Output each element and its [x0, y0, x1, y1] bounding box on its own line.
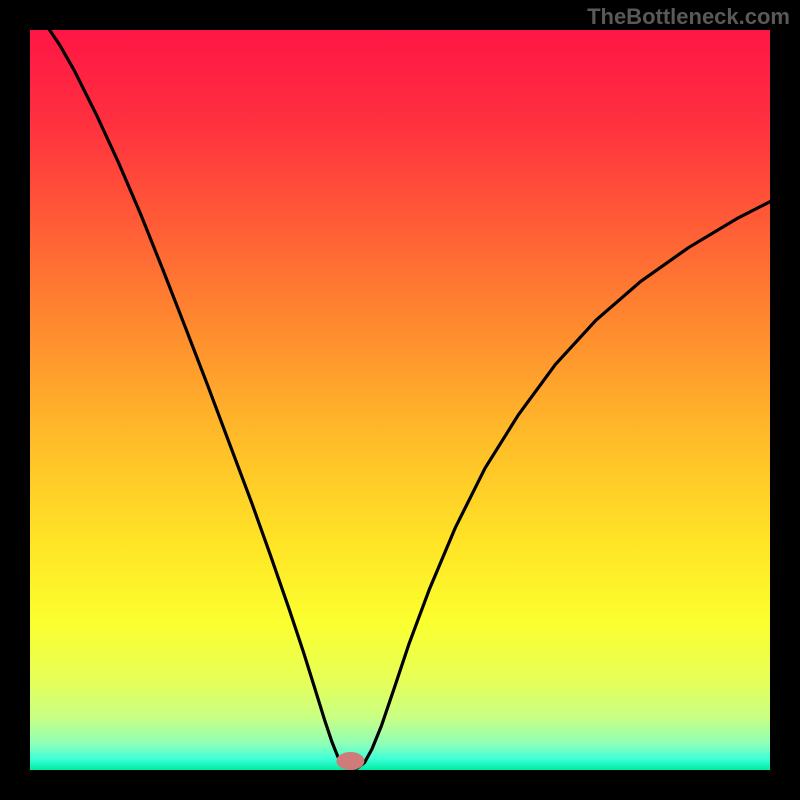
- bottleneck-chart: TheBottleneck.com: [0, 0, 800, 800]
- chart-svg: [0, 0, 800, 800]
- plot-background: [30, 30, 770, 770]
- minimum-marker: [336, 752, 364, 770]
- watermark-text: TheBottleneck.com: [587, 4, 790, 30]
